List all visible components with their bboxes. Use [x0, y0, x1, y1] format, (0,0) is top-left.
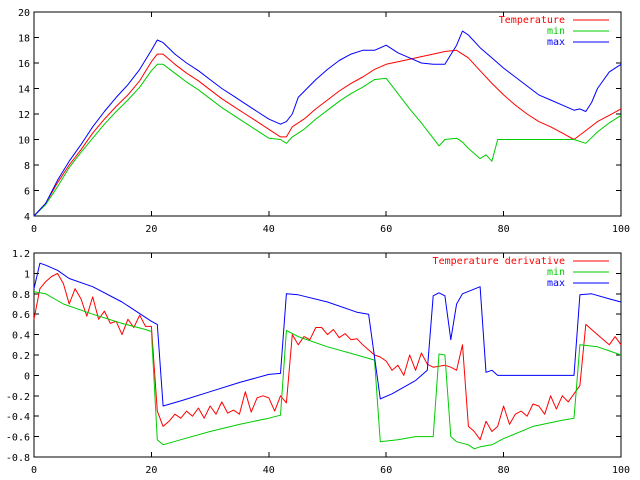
legend-label: Temperature derivative	[433, 256, 565, 267]
derivative-series-line-min	[33, 291, 622, 450]
y-tick-label: 0.6	[12, 310, 30, 321]
y-tick-label: 0	[24, 371, 30, 382]
y-tick-label: -0.6	[6, 433, 30, 444]
y-tick-label: 16	[18, 59, 30, 70]
y-tick-label: 0.4	[12, 331, 30, 342]
temperature-chart: 0 20 40 60 80 100 4 6 8 10 12 14 16 18 20 Temperaturemi…	[18, 8, 630, 235]
x-tick-label: 0	[31, 224, 37, 235]
legend-label: min	[547, 267, 565, 278]
x-tick-label: 20	[145, 224, 157, 235]
legend-label: min	[547, 26, 565, 37]
derivative-series-line-max	[33, 262, 622, 407]
y-tick-label: 18	[18, 34, 30, 45]
y-tick-label: 8	[24, 161, 30, 172]
x-tick-label: 40	[263, 465, 275, 476]
x-tick-label: 80	[498, 224, 510, 235]
x-tick-label: 100	[612, 224, 630, 235]
x-tick-label: 40	[263, 224, 275, 235]
y-tick-label: 10	[18, 136, 30, 147]
y-tick-label: -0.8	[6, 453, 30, 464]
x-tick-label: 0	[31, 465, 37, 476]
y-tick-label: 4	[24, 212, 30, 223]
y-tick-label: 0.2	[12, 351, 30, 362]
y-tick-label: -0.4	[6, 412, 30, 423]
y-tick-label: 0.8	[12, 290, 30, 301]
x-tick-label: 80	[498, 465, 510, 476]
x-tick-label: 100	[612, 465, 630, 476]
x-tick-label: 60	[380, 224, 392, 235]
x-tick-label: 60	[380, 465, 392, 476]
temperature-derivative-chart: 0 20 40 60 80 100 -0.8 -0.6 -0.4 -0.2 0 0.2 0.4 0.6 0.…	[6, 249, 630, 476]
temperature-series-line-temperature	[33, 49, 622, 217]
derivative-series-line-temperature-derivative	[33, 272, 622, 441]
y-tick-label: -0.2	[6, 392, 30, 403]
temperature-series-line-max	[33, 30, 622, 217]
legend-label: max	[547, 37, 565, 48]
x-tick-label: 20	[145, 465, 157, 476]
y-tick-label: 1.2	[12, 249, 30, 260]
y-tick-label: 14	[18, 85, 30, 96]
y-tick-label: 1	[24, 269, 30, 280]
temperature-series-line-min	[33, 63, 622, 217]
y-tick-label: 6	[24, 187, 30, 198]
legend-label: max	[547, 278, 565, 289]
y-tick-label: 20	[18, 8, 30, 19]
legend-label: Temperature	[499, 15, 565, 26]
y-tick-label: 12	[18, 110, 30, 121]
